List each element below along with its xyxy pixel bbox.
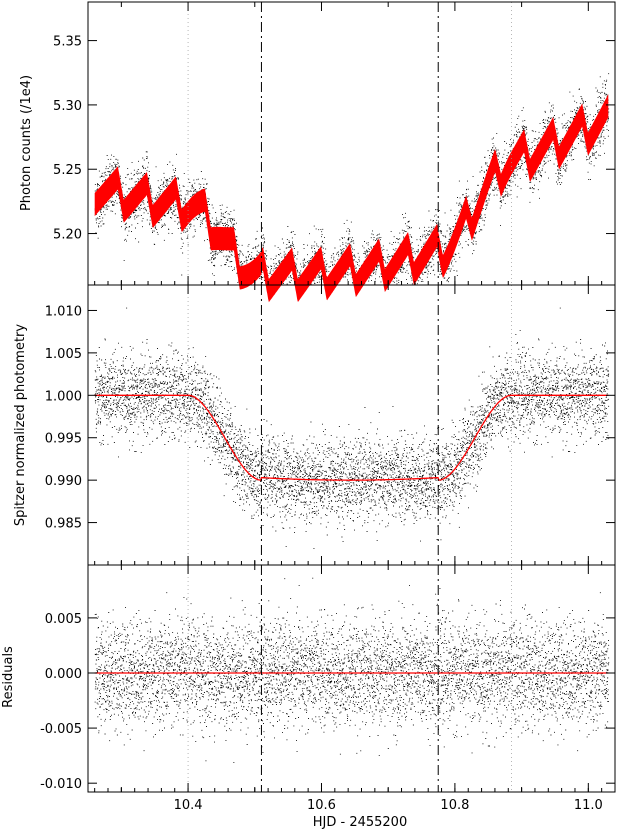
y-tick-label: 0.995 xyxy=(45,432,82,447)
panel-normalized-photometry: 0.985 0.990 0.995 1.000 1.005 1.010 xyxy=(45,284,616,566)
x-tick-label: 11.0 xyxy=(574,798,603,813)
axes-frame xyxy=(87,1,616,286)
y-tick-label: 5.35 xyxy=(53,35,82,50)
panel-photon-counts: 5.20 5.25 5.30 5.35 xyxy=(53,1,616,303)
x-tick-label: 10.4 xyxy=(174,798,203,813)
x-tick-label: 10.8 xyxy=(440,798,469,813)
y-tick-label: -0.005 xyxy=(40,722,82,737)
data-points xyxy=(94,73,610,285)
axes-frame xyxy=(87,564,616,793)
y-tick-label: 0.005 xyxy=(45,612,82,627)
y-tick-label: 0.985 xyxy=(45,517,82,532)
y-axis-label-photon-counts: Photon counts (/1e4) xyxy=(19,75,34,211)
model-line xyxy=(94,394,609,481)
x-tick-label: 10.6 xyxy=(307,798,336,813)
y-axis-label-normalized: Spitzer normalized photometry xyxy=(13,324,28,526)
y-tick-label: 1.005 xyxy=(45,347,82,362)
axes-frame xyxy=(87,284,616,566)
model-band xyxy=(94,94,609,303)
y-tick-label: -0.010 xyxy=(40,777,82,792)
y-tick-label: 1.000 xyxy=(45,389,82,404)
data-points xyxy=(94,307,610,550)
y-axis-label-residuals: Residuals xyxy=(1,646,16,708)
data-points xyxy=(94,577,610,763)
y-tick-label: 1.010 xyxy=(45,304,82,319)
y-tick-label: 5.30 xyxy=(53,99,82,114)
y-tick-label: 0.990 xyxy=(45,474,82,489)
panel-residuals: -0.010 -0.005 0.000 0.005 10.4 10.6 10.8 11.0 xyxy=(40,564,616,813)
y-tick-label: 0.000 xyxy=(45,667,82,682)
y-tick-label: 5.25 xyxy=(53,163,82,178)
x-axis-label: HJD - 2455200 xyxy=(313,815,407,829)
y-tick-label: 5.20 xyxy=(53,228,82,243)
